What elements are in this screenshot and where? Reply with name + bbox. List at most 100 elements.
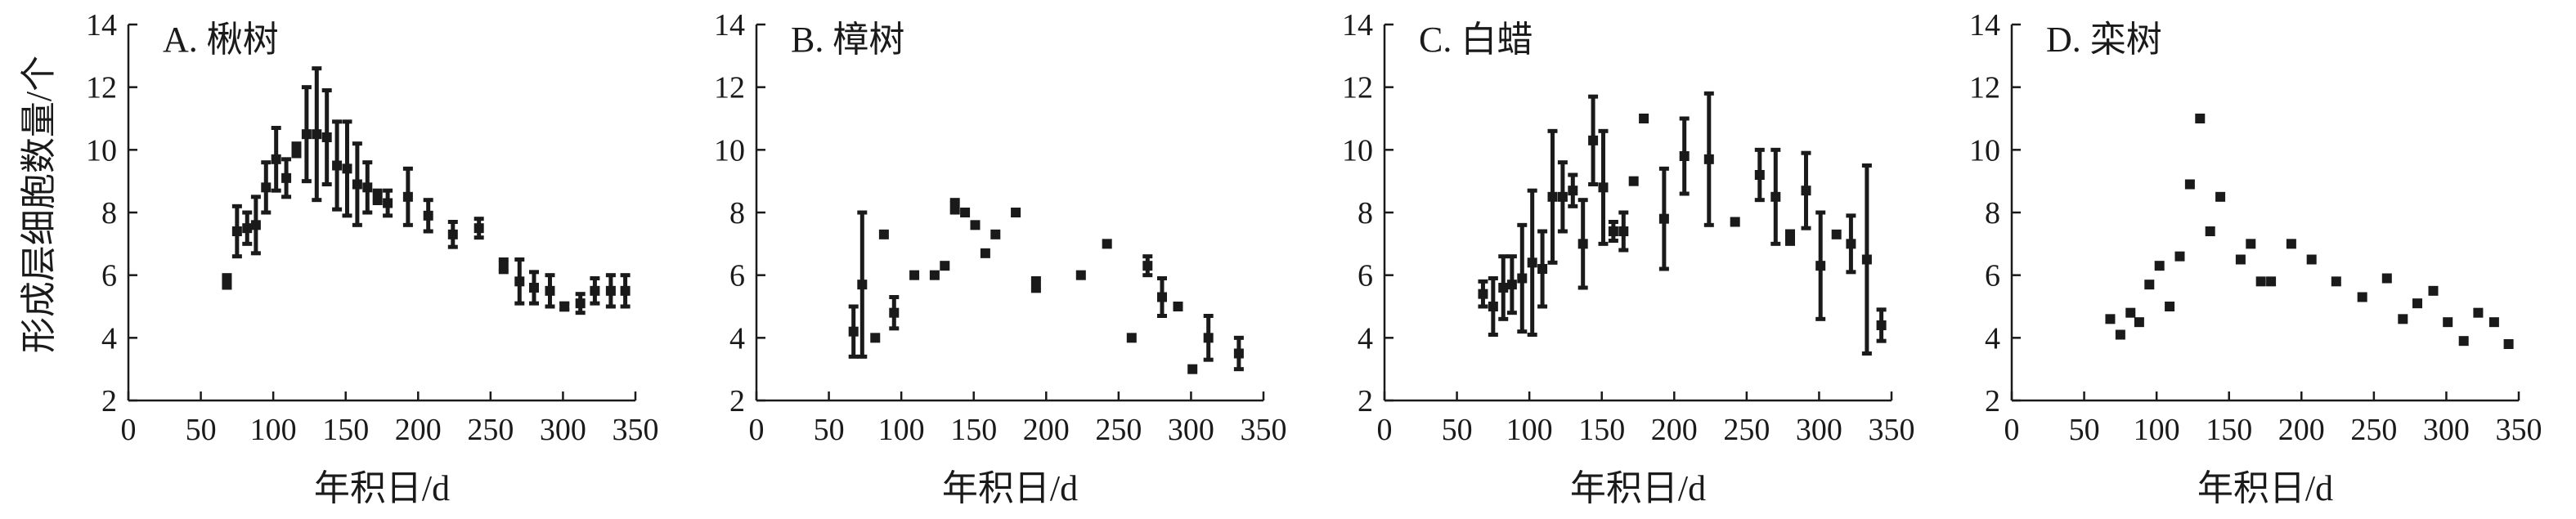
panel-a-x-tick-label: 50: [186, 413, 217, 447]
panel-b-data-point: [909, 270, 920, 280]
panel-b-data-point: [889, 307, 900, 318]
panel-b-data-point: [990, 229, 1001, 239]
panel-a-data-point: [383, 198, 393, 208]
panel-b-data-point: [1142, 261, 1153, 271]
panel-d-data-point: [2286, 239, 2296, 249]
panel-b-y-tick-label: 6: [729, 259, 745, 293]
panel-a-data-point: [575, 298, 586, 309]
panel-b-data-point: [848, 326, 859, 337]
panel-a-y-tick-label: 14: [86, 8, 117, 43]
panel-d-data-point: [2215, 191, 2226, 202]
panel-a-data-point: [620, 285, 631, 296]
panel-c-x-tick-label: 250: [1723, 413, 1770, 447]
panel-a-data-point: [605, 285, 616, 296]
panel-c-x-tick-label: 0: [1377, 413, 1393, 447]
panel-a-data-point: [291, 145, 302, 155]
panel-a-data-point: [332, 160, 343, 171]
panel-c-data-point: [1517, 273, 1528, 284]
panel-b-data-point: [1233, 348, 1244, 359]
panel-c-data-point: [1876, 320, 1887, 330]
panel-a-data-point: [514, 276, 525, 287]
panel-a-y-tick-label: 10: [86, 133, 117, 168]
panel-c-data-point: [1785, 232, 1795, 243]
panel-d-y-tick-label: 8: [1985, 196, 2000, 230]
panel-d-y-tick-label: 14: [1969, 8, 2000, 43]
panel-c-y-tick-label: 2: [1358, 384, 1373, 418]
panel-c-data-point: [1801, 186, 1811, 196]
panel-d-data-point: [2381, 273, 2392, 284]
panel-a-data-point: [372, 191, 383, 202]
panel-d-x-tick-label: 250: [2350, 413, 2397, 447]
panel-b-y-tick-label: 12: [714, 71, 745, 105]
panel-c-y-tick-label: 4: [1358, 321, 1373, 356]
panel-c-data-point: [1598, 182, 1609, 193]
panel-a-data-point: [447, 229, 458, 239]
panel-b-data-point: [1102, 239, 1112, 249]
panel-b-title: B. 樟树: [791, 20, 904, 60]
panel-c-data-point: [1861, 254, 1872, 265]
panel-b-data-point: [949, 201, 960, 212]
panel-d-data-point: [2428, 285, 2439, 296]
panel-b-data-point: [1157, 292, 1167, 302]
panel-c-data-point: [1537, 264, 1548, 274]
panel-d-data-point: [2174, 251, 2185, 262]
panel-a-title: A. 楸树: [163, 20, 279, 60]
panel-d-data-point: [2154, 261, 2165, 271]
panel-a-data-point: [281, 172, 292, 183]
panel-b-x-axis-title: 年积日/d: [942, 468, 1078, 508]
panel-d-data-point: [2443, 317, 2453, 328]
panel-a-data-point: [261, 182, 272, 193]
panel-b: 2 4 6 8 10 12 14 0 50 100 150 200 250 300 350 年积日/d B. 樟…: [714, 8, 1287, 508]
panel-d-data-point: [2134, 317, 2144, 328]
panel-a: 2 4 6 8 10 12 14 0 50 100 150 200 250 300 350 年积日/d A. 楸…: [86, 8, 659, 508]
panel-b-data-point: [940, 261, 950, 271]
panel-d-data-point: [2144, 280, 2155, 290]
panel-c-data-point: [1478, 289, 1488, 299]
panel-d-y-tick-label: 10: [1969, 133, 2000, 168]
panel-c-x-tick-label: 350: [1869, 413, 1915, 447]
panel-b-x-tick-label: 200: [1023, 413, 1070, 447]
panel-c-y-tick-label: 6: [1358, 259, 1373, 293]
panel-d-data-point: [2503, 339, 2514, 349]
panel-a-y-tick-label: 8: [101, 196, 117, 230]
panel-a-data-point: [473, 223, 484, 234]
panel-a-data-point: [250, 220, 261, 230]
panel-d-data-point: [2105, 314, 2116, 324]
panel-a-data-point: [271, 154, 281, 164]
panel-c-data-point: [1831, 229, 1842, 239]
panel-c-data-point: [1754, 170, 1765, 180]
panel-b-y-tick-label: 8: [729, 196, 745, 230]
panel-b-x-tick-label: 300: [1168, 413, 1214, 447]
panel-d-x-tick-label: 100: [2134, 413, 2180, 447]
panel-b-data-point: [970, 220, 981, 230]
panel-d-data-point: [2458, 336, 2469, 347]
panel-a-y-tick-label: 2: [101, 384, 117, 418]
panel-c-x-tick-label: 50: [1442, 413, 1473, 447]
panel-d-data-point: [2255, 276, 2266, 287]
figure-y-axis-title: 形成层细胞数量/个: [19, 56, 59, 353]
panel-c-data-point: [1628, 176, 1639, 186]
panel-b-data-point: [929, 270, 940, 280]
panel-c-data-point: [1815, 261, 1826, 271]
panel-a-data-point: [498, 261, 509, 271]
panel-c-y-tick-label: 8: [1358, 196, 1373, 230]
panel-a-data-point: [342, 163, 352, 174]
panel-d-x-axis-title: 年积日/d: [2197, 468, 2333, 508]
panel-d-x-tick-label: 300: [2423, 413, 2470, 447]
panel-d-data-point: [2398, 314, 2408, 324]
panel-d-data-point: [2266, 276, 2277, 287]
panel-c-data-point: [1679, 151, 1690, 161]
panel-b-x-tick-label: 150: [950, 413, 997, 447]
panel-c-data-point: [1639, 114, 1649, 123]
panel-a-data-point: [559, 302, 570, 311]
panel-d-y-tick-label: 2: [1985, 384, 2000, 418]
panel-a-x-tick-label: 300: [540, 413, 586, 447]
panel-c-data-point: [1588, 135, 1599, 145]
panel-c-x-tick-label: 100: [1506, 413, 1553, 447]
panel-d-data-point: [2357, 292, 2367, 302]
panel-c-data-point: [1577, 239, 1588, 249]
panel-d-y-tick-label: 6: [1985, 259, 2000, 293]
panel-b-data-point: [1126, 333, 1137, 343]
panel-b-y-tick-label: 10: [714, 133, 745, 168]
